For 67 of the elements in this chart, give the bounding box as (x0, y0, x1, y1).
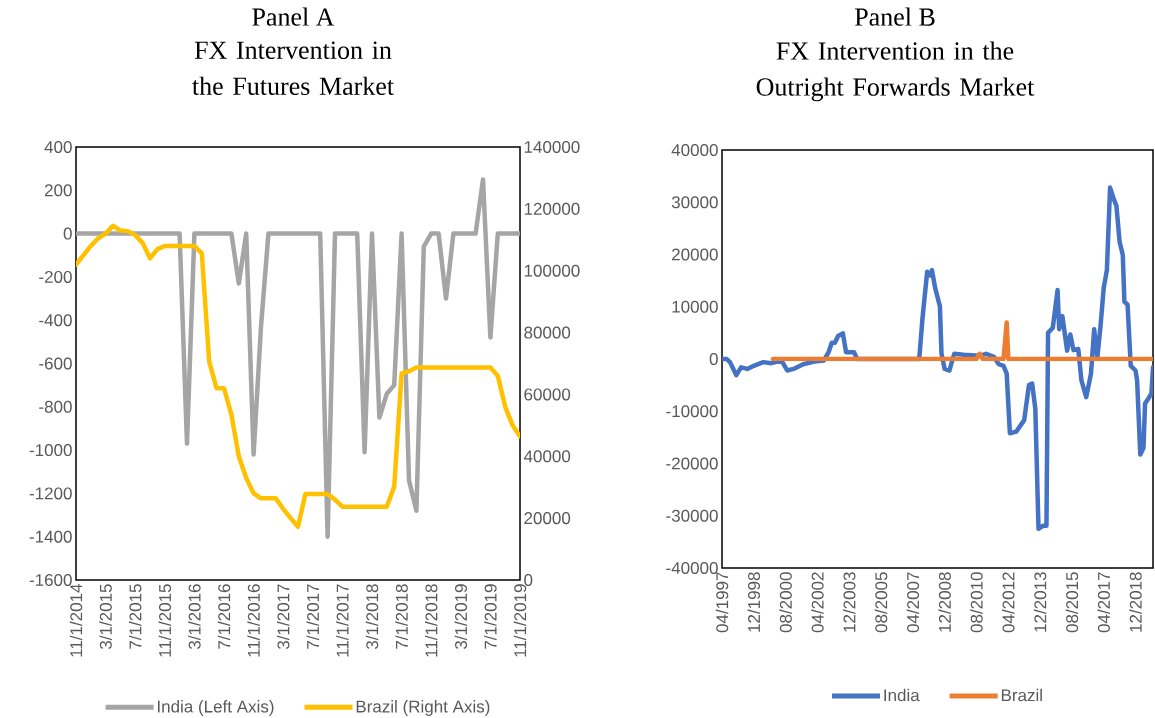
legend-label: India (884, 688, 920, 702)
y-tick-label: 40000 (671, 143, 718, 157)
y2-tick-label: 20000 (524, 512, 571, 525)
chart-title: Panel B (854, 7, 935, 26)
x-tick-label: 04/2017 (1097, 572, 1110, 633)
x-tick-label: 3/1/2017 (276, 584, 290, 650)
x-tick-label: 12/2003 (843, 572, 856, 632)
y2-tick-label: 120000 (524, 202, 580, 215)
x-tick-label: 11/1/2015 (158, 584, 172, 657)
y-tick-label: -1600 (29, 573, 72, 587)
y-tick-label: -800 (39, 400, 72, 413)
y2-tick-label: 100000 (524, 264, 580, 277)
x-tick-label: 04/1997 (715, 572, 729, 633)
x-tick-label: 11/1/2018 (424, 584, 438, 657)
x-tick-label: 11/1/2017 (336, 584, 349, 657)
y-tick-label: -1000 (29, 444, 72, 457)
x-tick-label: 3/1/2015 (99, 584, 112, 650)
legend-label: Brazil (Right Axis) (356, 700, 490, 716)
x-tick-label: 7/1/2019 (484, 584, 497, 649)
x-tick-label: 7/1/2018 (395, 584, 408, 649)
y-tick-label: -600 (39, 357, 72, 370)
x-tick-label: 08/2010 (970, 572, 983, 633)
x-tick-label: 04/2012 (1002, 572, 1015, 633)
y-tick-label: -20000 (666, 457, 718, 470)
y2-tick-label: 40000 (523, 450, 571, 463)
y-tick-label: -10000 (666, 405, 718, 418)
x-tick-label: 04/2007 (906, 572, 920, 633)
x-tick-label: 7/1/2016 (217, 584, 231, 649)
y2-tick-label: 60000 (524, 388, 571, 401)
x-tick-label: 12/1998 (747, 572, 761, 632)
x-tick-label: 11/1/2014 (69, 584, 83, 657)
y2-tick-label: 0 (524, 573, 533, 587)
y2-tick-label: 140000 (524, 140, 580, 154)
x-tick-label: 3/1/2018 (365, 584, 379, 650)
y-tick-label: 10000 (672, 300, 718, 313)
y-tick-label: -400 (39, 314, 72, 327)
legend-label: India (Left Axis) (157, 700, 274, 716)
y-tick-label: 20000 (672, 248, 718, 261)
x-tick-label: 12/2013 (1033, 572, 1047, 632)
y-tick-label: -1200 (29, 487, 72, 500)
y-tick-label: -1400 (29, 530, 72, 543)
x-tick-label: 7/1/2017 (306, 584, 320, 649)
x-tick-label: 12/2008 (938, 572, 951, 632)
x-tick-label: 04/2002 (811, 572, 824, 633)
y-tick-label: -30000 (666, 509, 718, 522)
y-tick-label: 0 (709, 352, 718, 366)
chart-subtitle: FX Intervention in the Outright Forwards Market (756, 41, 1035, 102)
x-tick-label: 08/2005 (874, 572, 888, 633)
x-tick-label: 11/1/2016 (247, 584, 260, 657)
y2-tick-label: 80000 (524, 326, 571, 339)
y-tick-label: 30000 (671, 196, 718, 209)
x-tick-label: 3/1/2019 (454, 584, 468, 650)
line-series (722, 185, 1154, 532)
y-tick-label: 0 (63, 227, 72, 240)
chart-subtitle: FX Intervention in the Futures Market (192, 41, 394, 95)
x-tick-label: 08/2000 (779, 572, 792, 633)
x-tick-label: 08/2015 (1065, 572, 1079, 633)
x-tick-label: 7/1/2015 (128, 584, 142, 649)
x-tick-label: 12/2018 (1129, 572, 1142, 632)
legend-label: Brazil (1001, 688, 1042, 702)
x-tick-label: 3/1/2016 (188, 584, 201, 650)
y-tick-label: 200 (44, 184, 72, 197)
y-tick-label: 400 (44, 140, 72, 154)
x-tick-label: 11/1/2019 (513, 584, 527, 657)
y-tick-label: -40000 (666, 561, 718, 575)
y-tick-label: -200 (39, 270, 72, 283)
chart-title: Panel A (252, 7, 335, 26)
